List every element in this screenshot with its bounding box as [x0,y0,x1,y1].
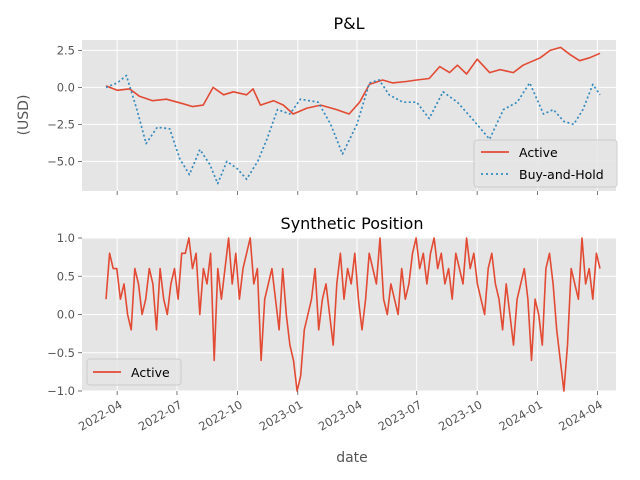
position-active-line [105,237,601,392]
position-y-tick-label: −0.5 [47,346,75,360]
pnl-title: P&L [333,14,364,33]
x-tick-label: 2024-04 [556,397,605,433]
pnl-y-tick-label: −5.0 [47,154,75,168]
position-legend-box [86,358,182,386]
x-tick-label: 2024-01 [496,397,545,433]
pnl-active-line [105,46,601,115]
pnl-y-tick-label: 2.5 [57,43,75,57]
x-tick-label: 2022-07 [136,397,185,433]
position-title: Synthetic Position [281,214,424,233]
pnl-legend-buyhold-label: Buy-and-Hold [519,167,604,182]
position-y-tick-label: 0.5 [57,269,75,283]
pnl-y-axis-label: (USD) [16,95,32,136]
position-x-ticks: 2022-04 2022-07 2022-10 2023-01 2023-04 2023-… [76,391,605,434]
x-tick-label: 2022-04 [76,397,125,433]
pnl-legend-box [473,139,618,188]
pnl-series [105,46,601,185]
pnl-legend: Active Buy-and-Hold [473,139,618,188]
pnl-y-tick-label: −2.5 [47,117,75,131]
position-legend-active-label: Active [131,365,170,380]
position-series [105,237,601,392]
x-tick-label: 2022-10 [196,397,245,433]
x-tick-label: 2023-07 [376,397,425,433]
x-tick-label: 2023-01 [257,397,306,433]
position-y-ticks: 1.0 0.5 0.0 −0.5 −1.0 [47,231,82,398]
position-legend: Active [86,358,182,386]
x-tick-label: 2023-10 [436,397,485,433]
pnl-y-ticks: 2.5 0.0 −2.5 −5.0 [47,43,82,168]
position-grid [82,237,616,392]
pnl-x-ticks [116,191,598,195]
position-y-tick-label: −1.0 [47,384,75,398]
position-y-tick-label: 1.0 [57,231,75,245]
pnl-y-tick-label: 0.0 [57,80,75,94]
pnl-legend-active-label: Active [519,145,558,160]
x-axis-label: date [336,450,368,466]
x-tick-label: 2023-04 [316,397,365,433]
position-y-tick-label: 0.0 [57,308,75,322]
